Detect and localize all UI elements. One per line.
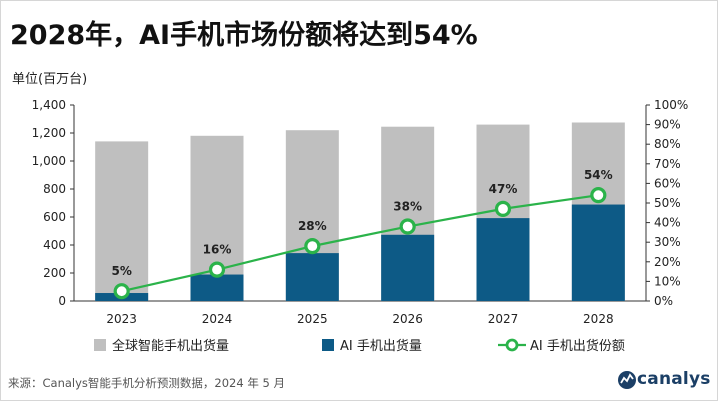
share-point <box>399 218 416 235</box>
right-tick-label: 70% <box>654 157 681 171</box>
left-tick-label: 1,400 <box>32 98 66 112</box>
total-shipment-bar <box>95 141 149 301</box>
ai-shipment-bar <box>381 234 435 301</box>
legend-total-swatch <box>94 339 106 351</box>
legend-share-marker <box>505 338 519 352</box>
right-tick-label: 60% <box>654 176 681 190</box>
canalys-logo: canalys <box>617 367 713 393</box>
share-point <box>208 261 226 278</box>
canalys-logo-icon <box>618 371 636 389</box>
share-data-label: 54% <box>584 168 613 182</box>
x-category-label: 2025 <box>297 312 328 326</box>
right-tick-label: 50% <box>654 196 681 210</box>
left-tick-label: 1,200 <box>32 126 66 140</box>
right-tick-label: 20% <box>654 255 681 269</box>
chart-title: 2028年，AI手机市场份额将达到54% <box>10 20 478 51</box>
share-data-label: 47% <box>489 182 518 196</box>
x-category-label: 2023 <box>106 312 137 326</box>
x-category-label: 2024 <box>202 312 233 326</box>
ai-shipment-bar <box>476 218 530 301</box>
ai-shipment-bar <box>190 274 244 301</box>
share-point <box>304 238 321 255</box>
right-tick-label: 80% <box>654 137 681 151</box>
ai-shipment-bar <box>571 204 625 301</box>
right-tick-label: 100% <box>654 98 688 112</box>
left-tick-label: 0 <box>58 294 66 308</box>
axes: 0 200 400 600 800 1,000 1,200 1,400 0% 10% 20% 30% 4… <box>32 98 689 326</box>
source-note: 来源：Canalys智能手机分析预测数据，2024 年 5 月 <box>8 376 285 390</box>
left-tick-label: 400 <box>43 238 66 252</box>
left-tick-label: 800 <box>43 182 66 196</box>
x-category-label: 2026 <box>392 312 423 326</box>
share-data-label: 16% <box>203 243 232 257</box>
share-data-label: 5% <box>111 264 131 278</box>
legend: 全球智能手机出货量 AI 手机出货量 AI 手机出货份额 <box>94 338 625 354</box>
left-tick-label: 600 <box>43 210 66 224</box>
share-data-label: 38% <box>393 200 422 214</box>
left-tick-label: 1,000 <box>32 154 66 168</box>
x-category-label: 2027 <box>488 312 519 326</box>
share-line-layer <box>113 187 607 300</box>
bars <box>95 122 625 301</box>
data-labels: 5% 16% 28% 38% 47% 54% <box>111 168 612 278</box>
legend-ai-label: AI 手机出货量 <box>340 338 422 354</box>
share-line <box>121 194 599 293</box>
legend-share-label: AI 手机出货份额 <box>530 338 625 354</box>
x-category-label: 2028 <box>583 312 614 326</box>
share-data-label: 28% <box>298 219 327 233</box>
left-tick-label: 200 <box>43 266 66 280</box>
legend-ai-swatch <box>322 339 334 351</box>
right-tick-label: 30% <box>654 235 681 249</box>
share-point <box>590 187 607 204</box>
unit-label: 单位(百万台) <box>12 72 88 87</box>
legend-total-label: 全球智能手机出货量 <box>112 338 229 354</box>
right-tick-label: 40% <box>654 216 681 230</box>
share-point <box>113 283 130 300</box>
canalys-logo-text: canalys <box>637 369 711 389</box>
ai-shipment-bar <box>285 253 339 301</box>
right-tick-label: 10% <box>654 274 681 288</box>
right-tick-label: 90% <box>654 118 681 132</box>
share-point <box>494 200 512 217</box>
right-tick-label: 0% <box>654 294 673 308</box>
